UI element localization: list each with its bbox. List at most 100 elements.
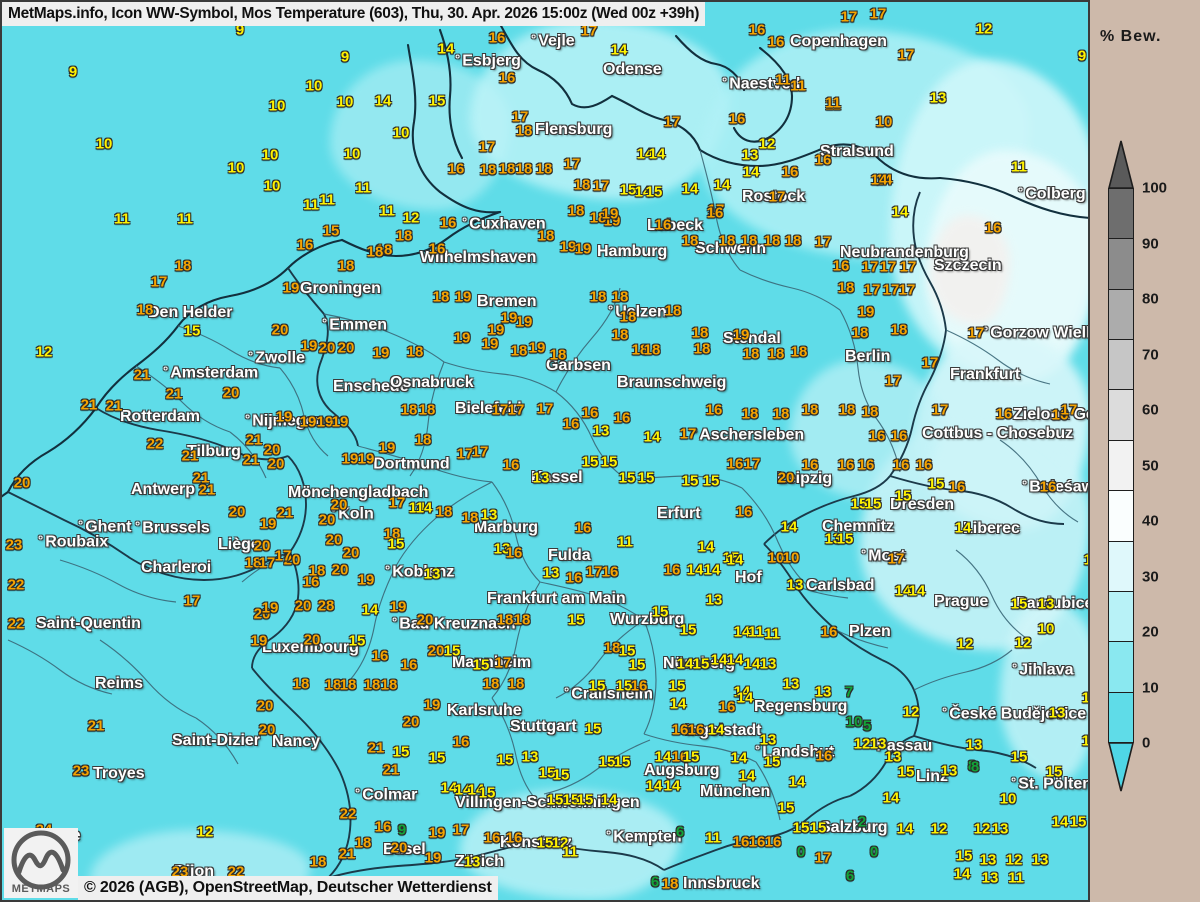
station-value: 13 xyxy=(940,762,958,780)
station-value: 14 xyxy=(738,767,756,785)
station-value: 16 xyxy=(452,733,470,751)
map-canvas[interactable]: MetMaps.info, Icon WW-Symbol, Mos Temper… xyxy=(0,0,1090,902)
station-value: 20 xyxy=(337,339,355,357)
station-value: 20 xyxy=(283,551,301,569)
station-value: 16 xyxy=(601,563,619,581)
station-value: 21 xyxy=(242,451,260,469)
station-value: 19 xyxy=(424,849,442,867)
colorbar-segment xyxy=(1109,541,1133,592)
city-label: ° Koblenz xyxy=(385,562,455,581)
colorbar-segment xyxy=(1109,239,1133,290)
station-value: 18 xyxy=(537,227,555,245)
station-value: 13 xyxy=(705,591,723,609)
station-value: 22 xyxy=(7,615,25,633)
station-value: 16 xyxy=(767,33,785,51)
station-value: 18 xyxy=(801,401,819,419)
station-value: 11 xyxy=(303,196,319,214)
station-dot-icon: ° xyxy=(942,704,948,720)
city-label: Luxembourg xyxy=(262,639,359,656)
station-value: 16 xyxy=(764,833,782,851)
city-label: ° Roubaix xyxy=(38,532,109,551)
station-value: 19 xyxy=(331,413,349,431)
station-value: 13 xyxy=(532,469,550,487)
city-label: ° Kempten xyxy=(606,827,682,846)
legend-panel: % Bew. 100 90 80 70 60 50 40 30 20 10 0 xyxy=(1090,0,1200,902)
station-value: 16 xyxy=(671,721,689,739)
city-label: Wilhelmshaven xyxy=(420,249,537,266)
station-value: 18 xyxy=(790,343,808,361)
station-value: 16 xyxy=(374,818,392,836)
station-value: 16 xyxy=(718,698,736,716)
station-value: 13 xyxy=(592,422,610,440)
station-value: 20 xyxy=(294,597,312,615)
station-value: 14 xyxy=(415,499,433,517)
station-value: 14 xyxy=(600,791,618,809)
colorbar-tick-label: 80 xyxy=(1142,290,1159,308)
colorbar-tick-label: 100 xyxy=(1142,179,1168,197)
station-value: 20 xyxy=(253,605,271,623)
station-value: 16 xyxy=(565,569,583,587)
station-dot-icon: ° xyxy=(1011,774,1017,790)
station-value: 18 xyxy=(479,161,497,179)
station-value: 18 xyxy=(589,209,607,227)
station-value: 19 xyxy=(487,321,505,339)
station-value: 18 xyxy=(363,676,381,694)
station-value: 16 xyxy=(581,404,599,422)
station-value: 13 xyxy=(1037,595,1055,613)
station-value: 13 xyxy=(1081,689,1090,707)
station-value: 15 xyxy=(681,472,699,490)
station-value: 15 xyxy=(1010,595,1028,613)
svg-text:METMAPS: METMAPS xyxy=(12,883,71,895)
station-value: 17 xyxy=(150,273,168,291)
station-value: 17 xyxy=(452,821,470,839)
metmaps-logo-mark: METMAPS xyxy=(11,830,71,895)
city-label: Bielefeld xyxy=(455,400,522,417)
station-value: 15 xyxy=(322,222,340,240)
station-value: 11 xyxy=(775,71,791,89)
city-label: Den Helder xyxy=(148,304,233,321)
city-label: Szczecin xyxy=(934,257,1002,274)
city-label: Wurzburg xyxy=(610,611,685,628)
station-value: 18 xyxy=(244,554,262,572)
station-value: 16 xyxy=(439,214,457,232)
station-value: 15 xyxy=(897,763,915,781)
station-value: 18 xyxy=(851,324,869,342)
metmaps-logo: METMAPS xyxy=(4,828,78,898)
station-value: 20 xyxy=(402,713,420,731)
station-value: 13 xyxy=(929,89,947,107)
station-value: 16 xyxy=(837,456,855,474)
station-value: 20 xyxy=(777,469,795,487)
station-value: 17 xyxy=(507,401,525,419)
station-value: 18 xyxy=(681,232,699,250)
station-value: 14 xyxy=(730,749,748,767)
station-value: 14 xyxy=(1051,813,1069,831)
city-label: Marburg xyxy=(474,519,538,536)
station-value: 17 xyxy=(898,281,916,299)
station-value: 19 xyxy=(500,309,518,327)
city-label: ° Esbjerg xyxy=(455,51,521,70)
station-dot-icon: ° xyxy=(692,425,698,441)
colorbar-tick-label: 20 xyxy=(1142,623,1159,641)
station-value: 16 xyxy=(735,503,753,521)
city-label: ° Vejle xyxy=(531,31,575,50)
station-value: 21 xyxy=(276,504,294,522)
station-value: 21 xyxy=(181,447,199,465)
city-label: Innsbruck xyxy=(683,875,760,892)
station-value: 16 xyxy=(447,160,465,178)
city-label: Rotterdam xyxy=(120,408,201,425)
station-value: 16 xyxy=(995,405,1013,423)
station-value: 18 xyxy=(631,341,649,359)
station-value: 19 xyxy=(454,288,472,306)
city-label: ° Passau xyxy=(869,736,933,755)
station-value: 18 xyxy=(549,346,567,364)
station-dot-icon: ° xyxy=(331,504,337,520)
station-value: 15 xyxy=(600,453,618,471)
station-value: 17 xyxy=(1060,401,1078,419)
station-value: 18 xyxy=(661,875,679,893)
station-value: 17 xyxy=(478,138,496,156)
station-value: 20 xyxy=(342,544,360,562)
station-value: 12 xyxy=(956,635,974,653)
city-label: Regensburg xyxy=(754,698,848,715)
station-value: 18 xyxy=(308,562,326,580)
station-value: 16 xyxy=(562,415,580,433)
